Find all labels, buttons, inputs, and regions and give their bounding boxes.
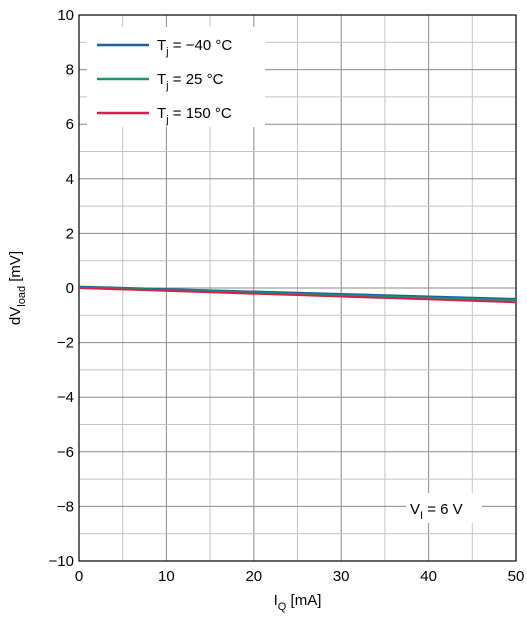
y-tick-label: 6 xyxy=(66,116,74,133)
legend-background xyxy=(87,27,265,127)
x-axis-label: IQ [mA] xyxy=(274,592,322,613)
legend-entry: Tj = −40 °C xyxy=(157,37,232,58)
y-tick-label: 10 xyxy=(57,7,74,24)
series-line xyxy=(78,287,517,304)
y-tick-label: 2 xyxy=(66,225,74,242)
x-tick-label: 10 xyxy=(158,568,175,585)
y-tick-label: −2 xyxy=(57,335,74,352)
y-tick-label: 0 xyxy=(66,280,74,297)
legend: Tj = −40 °C Tj = 25 °C Tj = 150 °C xyxy=(87,27,265,127)
y-tick-label: −6 xyxy=(57,444,74,461)
x-tick-label: 50 xyxy=(508,568,525,585)
annotation-background xyxy=(406,493,482,523)
legend-entry: Tj = 150 °C xyxy=(157,105,232,126)
x-tick-label: 0 xyxy=(75,568,83,585)
series-group xyxy=(78,285,517,304)
y-tick-label: −8 xyxy=(57,498,74,515)
x-tick-label: 40 xyxy=(420,568,437,585)
annotation-vi: VI = 6 V xyxy=(406,493,482,523)
x-tick-labels: 0 10 20 30 40 50 xyxy=(75,568,525,585)
x-tick-label: 30 xyxy=(333,568,350,585)
y-tick-label: −4 xyxy=(57,389,74,406)
annotation-text: VI = 6 V xyxy=(410,501,463,522)
y-tick-label: 4 xyxy=(66,171,74,188)
y-tick-label: −10 xyxy=(49,553,74,570)
y-tick-label: 8 xyxy=(66,62,74,79)
legend-entry: Tj = 25 °C xyxy=(157,71,224,92)
y-axis-label: dVload [mV] xyxy=(7,251,28,325)
y-tick-labels: −10 −8 −6 −4 −2 0 2 4 6 8 10 xyxy=(49,7,74,570)
x-tick-label: 20 xyxy=(245,568,262,585)
